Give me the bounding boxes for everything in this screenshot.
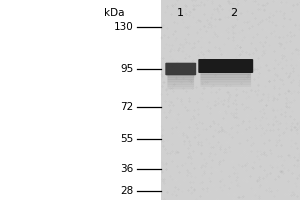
Bar	[160, 0, 300, 200]
FancyBboxPatch shape	[198, 59, 253, 73]
Text: 95: 95	[120, 64, 134, 74]
Text: 55: 55	[120, 134, 134, 144]
FancyBboxPatch shape	[200, 77, 251, 80]
Text: 72: 72	[120, 102, 134, 112]
FancyBboxPatch shape	[200, 82, 251, 85]
Text: 2: 2	[230, 8, 238, 18]
Text: 1: 1	[176, 8, 184, 18]
FancyBboxPatch shape	[167, 82, 194, 85]
Text: 36: 36	[120, 164, 134, 174]
FancyBboxPatch shape	[200, 75, 251, 77]
Text: 130: 130	[114, 22, 134, 32]
FancyBboxPatch shape	[167, 84, 194, 87]
Text: kDa: kDa	[104, 8, 124, 18]
FancyBboxPatch shape	[167, 75, 194, 77]
FancyBboxPatch shape	[165, 63, 196, 75]
FancyBboxPatch shape	[167, 77, 194, 80]
FancyBboxPatch shape	[200, 79, 251, 82]
Text: 28: 28	[120, 186, 134, 196]
FancyBboxPatch shape	[200, 72, 251, 75]
FancyBboxPatch shape	[167, 79, 194, 82]
